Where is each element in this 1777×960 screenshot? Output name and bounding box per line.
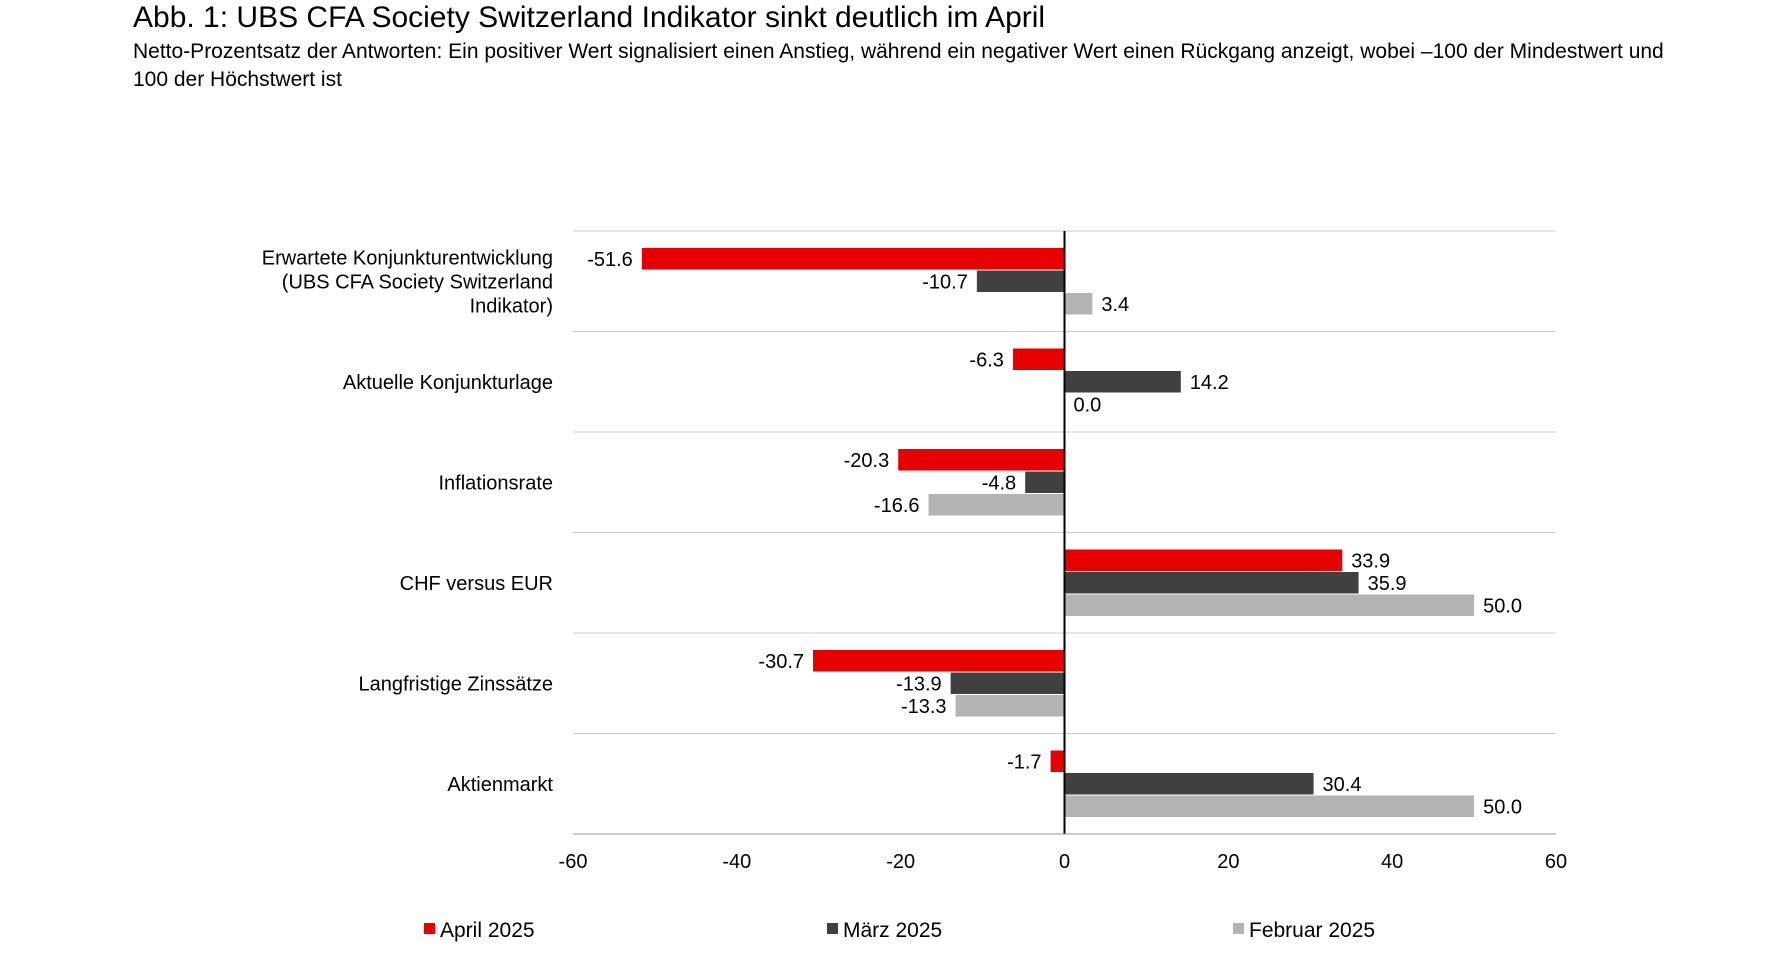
category-label: Indikator): [470, 295, 553, 317]
bar-märz-2025: [1064, 773, 1314, 795]
bar-märz-2025: [1025, 471, 1065, 493]
data-label: 33.9: [1351, 550, 1390, 572]
bar-februar-2025: [1064, 293, 1093, 315]
bar-märz-2025: [1064, 371, 1181, 393]
x-tick-label: 0: [1059, 851, 1070, 873]
data-label: -30.7: [758, 651, 804, 673]
category-label: Erwartete Konjunkturentwicklung: [262, 247, 553, 269]
bar-februar-2025: [955, 695, 1065, 717]
data-label: 35.9: [1368, 573, 1407, 595]
bar-februar-2025: [1064, 795, 1475, 817]
data-label: 30.4: [1323, 774, 1362, 796]
data-label: -13.9: [896, 673, 942, 695]
legend-swatch: [424, 923, 435, 934]
chart-title: Abb. 1: UBS CFA Society Switzerland Indi…: [133, 1, 1046, 34]
data-label: -13.3: [901, 696, 947, 718]
data-label: -20.3: [844, 450, 890, 472]
legend-swatch: [1233, 923, 1244, 934]
bar-märz-2025: [1064, 572, 1359, 594]
category-label: Inflationsrate: [438, 472, 553, 494]
bar-april-2025: [813, 650, 1065, 672]
bar-april-2025: [898, 449, 1065, 471]
data-label: -16.6: [874, 495, 920, 517]
x-tick-label: -20: [886, 851, 915, 873]
x-tick-label: 60: [1545, 851, 1567, 873]
bar-april-2025: [1064, 549, 1343, 571]
data-label: 0.0: [1074, 394, 1102, 416]
x-tick-label: -40: [722, 851, 751, 873]
category-label: CHF versus EUR: [400, 573, 553, 595]
legend-swatch: [827, 923, 838, 934]
bar-märz-2025: [976, 270, 1065, 292]
legend-label: März 2025: [843, 919, 942, 942]
data-label: -6.3: [969, 349, 1003, 371]
legend-label: Februar 2025: [1249, 919, 1375, 942]
x-tick-label: -60: [559, 851, 588, 873]
bar-februar-2025: [1064, 594, 1475, 616]
data-label: -51.6: [587, 249, 633, 271]
bar-april-2025: [1012, 348, 1065, 370]
chart-subtitle: Netto-Prozentsatz der Antworten: Ein pos…: [133, 40, 1664, 91]
data-label: 3.4: [1101, 294, 1129, 316]
data-label: 14.2: [1190, 372, 1229, 394]
bar-april-2025: [1050, 750, 1065, 772]
category-label: (UBS CFA Society Switzerland: [282, 271, 553, 293]
bar-märz-2025: [950, 672, 1065, 694]
data-label: 50.0: [1483, 796, 1522, 818]
category-label: Aktuelle Konjunkturlage: [343, 372, 553, 394]
data-label: 50.0: [1483, 595, 1522, 617]
x-tick-label: 20: [1217, 851, 1239, 873]
data-label: -4.8: [982, 472, 1016, 494]
x-tick-label: 40: [1381, 851, 1403, 873]
bar-april-2025: [641, 248, 1065, 270]
legend-label: April 2025: [440, 919, 535, 942]
bar-februar-2025: [928, 494, 1065, 516]
data-label: -10.7: [922, 271, 968, 293]
data-label: -1.7: [1007, 751, 1041, 773]
category-label: Aktienmarkt: [447, 774, 553, 796]
category-label: Langfristige Zinssätze: [358, 673, 553, 695]
